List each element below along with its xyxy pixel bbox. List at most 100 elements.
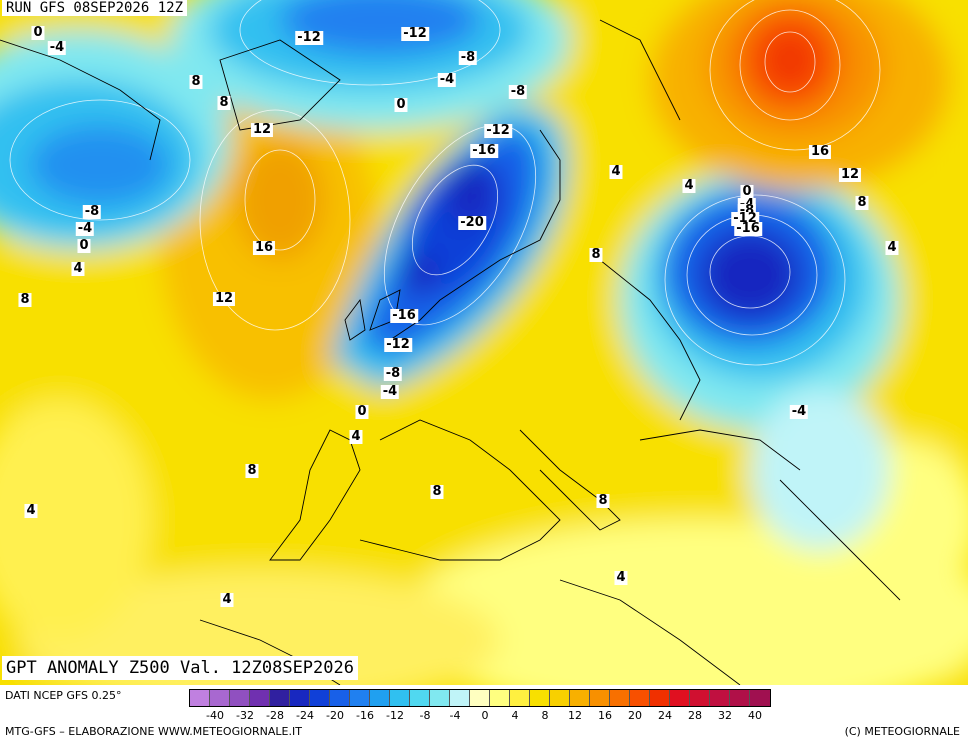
anomaly-value-label: 4 bbox=[71, 261, 85, 276]
anomaly-value-label: -16 bbox=[390, 308, 418, 323]
anomaly-value-label: 4 bbox=[349, 429, 363, 444]
color-swatch bbox=[250, 690, 270, 706]
anomaly-value-label: -4 bbox=[437, 72, 457, 87]
anomaly-value-label: 0 bbox=[394, 97, 408, 112]
scale-tick-label: 20 bbox=[628, 709, 642, 722]
anomaly-value-label: 8 bbox=[217, 95, 231, 110]
scale-tick-label: 24 bbox=[658, 709, 672, 722]
map-title: GPT ANOMALY Z500 Val. 12Z08SEP2026 bbox=[2, 656, 358, 680]
anomaly-value-label: 4 bbox=[24, 503, 38, 518]
color-swatch bbox=[270, 690, 290, 706]
color-swatch bbox=[470, 690, 490, 706]
anomaly-value-label: -8 bbox=[82, 204, 102, 219]
scale-tick-label: -16 bbox=[356, 709, 374, 722]
anomaly-value-label: -12 bbox=[401, 26, 429, 41]
scale-tick-label: 32 bbox=[718, 709, 732, 722]
legend-footer: DATI NCEP GFS 0.25° -40 -32 -28 -24 -20 -16 -1… bbox=[0, 685, 968, 745]
anomaly-value-label: 4 bbox=[682, 178, 696, 193]
scale-tick-label: 8 bbox=[541, 709, 549, 722]
anomaly-value-label: 0 bbox=[355, 404, 369, 419]
scale-tick-label: 0 bbox=[481, 709, 489, 722]
anomaly-value-label: -4 bbox=[47, 40, 67, 55]
color-swatch bbox=[630, 690, 650, 706]
anomaly-value-label: 0 bbox=[31, 25, 45, 40]
anomaly-value-label: 16 bbox=[808, 144, 832, 159]
scale-tick-label: -28 bbox=[266, 709, 284, 722]
map-field bbox=[0, 0, 968, 685]
anomaly-value-label: 8 bbox=[18, 292, 32, 307]
credit-left: MTG-GFS – ELABORAZIONE WWW.METEOGIORNALE… bbox=[5, 725, 302, 738]
anomaly-value-label: 12 bbox=[838, 167, 862, 182]
anomaly-value-label: 4 bbox=[614, 570, 628, 585]
color-swatch bbox=[750, 690, 770, 706]
color-swatch bbox=[330, 690, 350, 706]
anomaly-value-label: 8 bbox=[855, 195, 869, 210]
anomaly-value-label: -8 bbox=[508, 84, 528, 99]
color-swatch bbox=[730, 690, 750, 706]
color-swatch bbox=[410, 690, 430, 706]
anomaly-map: RUN GFS 08SEP2026 12Z 0 -4 -12 -12 -8 -4 -8 8 8 0… bbox=[0, 0, 968, 685]
anomaly-value-label: 8 bbox=[430, 484, 444, 499]
anomaly-value-label: 8 bbox=[596, 493, 610, 508]
color-swatch bbox=[570, 690, 590, 706]
anomaly-value-label: -8 bbox=[383, 366, 403, 381]
color-swatch bbox=[650, 690, 670, 706]
scale-tick-label: -24 bbox=[296, 709, 314, 722]
color-swatch bbox=[190, 690, 210, 706]
color-swatch bbox=[290, 690, 310, 706]
scale-tick-label: 28 bbox=[688, 709, 702, 722]
anomaly-value-label: -4 bbox=[380, 384, 400, 399]
anomaly-value-label: -12 bbox=[484, 123, 512, 138]
color-swatch bbox=[450, 690, 470, 706]
scale-tick-label: 40 bbox=[748, 709, 762, 722]
anomaly-value-label: 8 bbox=[589, 247, 603, 262]
anomaly-value-label: -16 bbox=[470, 143, 498, 158]
scale-tick-label: -20 bbox=[326, 709, 344, 722]
anomaly-value-label: -20 bbox=[458, 215, 486, 230]
scale-tick-label: 16 bbox=[598, 709, 612, 722]
run-label: RUN GFS 08SEP2026 12Z bbox=[2, 0, 188, 16]
color-scale-bar bbox=[189, 689, 771, 707]
anomaly-value-label: 12 bbox=[212, 291, 236, 306]
anomaly-value-label: 12 bbox=[250, 122, 274, 137]
color-scale-ticks: -40 -32 -28 -24 -20 -16 -12 -8 -4 0 4 8 12 16 20 24 28 32… bbox=[189, 709, 968, 723]
scale-tick-label: -8 bbox=[419, 709, 431, 722]
credit-right: (C) METEOGIORNALE bbox=[844, 725, 960, 738]
color-swatch bbox=[690, 690, 710, 706]
color-swatch bbox=[710, 690, 730, 706]
color-swatch bbox=[430, 690, 450, 706]
color-swatch bbox=[210, 690, 230, 706]
color-swatch bbox=[230, 690, 250, 706]
source-label: DATI NCEP GFS 0.25° bbox=[5, 689, 122, 702]
color-swatch bbox=[310, 690, 330, 706]
anomaly-value-label: 8 bbox=[245, 463, 259, 478]
anomaly-value-label: -4 bbox=[789, 404, 809, 419]
scale-tick-label: -12 bbox=[386, 709, 404, 722]
scale-tick-label: -32 bbox=[236, 709, 254, 722]
anomaly-value-label: -4 bbox=[75, 221, 95, 236]
color-swatch bbox=[350, 690, 370, 706]
color-swatch bbox=[550, 690, 570, 706]
color-swatch bbox=[490, 690, 510, 706]
color-swatch bbox=[590, 690, 610, 706]
color-swatch bbox=[510, 690, 530, 706]
anomaly-value-label: -16 bbox=[734, 221, 762, 236]
color-swatch bbox=[390, 690, 410, 706]
scale-tick-label: 12 bbox=[568, 709, 582, 722]
scale-tick-label: -40 bbox=[206, 709, 224, 722]
anomaly-value-label: 4 bbox=[885, 240, 899, 255]
anomaly-value-label: 4 bbox=[220, 592, 234, 607]
scale-tick-label: 4 bbox=[511, 709, 519, 722]
color-swatch bbox=[670, 690, 690, 706]
anomaly-value-label: 0 bbox=[77, 238, 91, 253]
anomaly-value-label: 8 bbox=[189, 74, 203, 89]
scale-tick-label: -4 bbox=[449, 709, 461, 722]
color-swatch bbox=[530, 690, 550, 706]
color-swatch bbox=[610, 690, 630, 706]
anomaly-value-label: 4 bbox=[609, 164, 623, 179]
anomaly-value-label: 16 bbox=[252, 240, 276, 255]
anomaly-value-label: -8 bbox=[458, 50, 478, 65]
color-swatch bbox=[370, 690, 390, 706]
anomaly-value-label: -12 bbox=[384, 337, 412, 352]
anomaly-value-label: -12 bbox=[295, 30, 323, 45]
